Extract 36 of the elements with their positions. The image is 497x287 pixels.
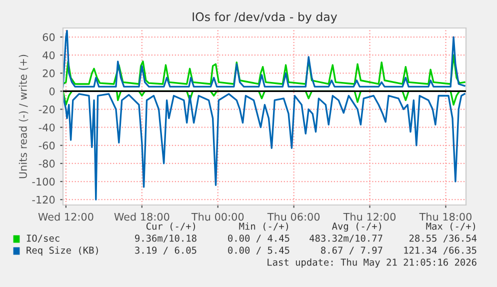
text: Avg (-/+) <box>332 222 382 232</box>
x-tick-label: Thu 00:00 <box>191 212 244 221</box>
text: 3.19 / 6.05 <box>135 246 196 255</box>
x-tick-label: Wed 18:00 <box>114 212 170 221</box>
legend-label: IO/sec <box>26 234 60 243</box>
chart-title: IOs for /dev/vda - by day <box>192 12 338 24</box>
text: Last update: Thu May 21 21:05:16 2026 <box>268 258 476 268</box>
y-tick-label: -120 <box>32 196 55 204</box>
text: 9.36m/10.18 <box>135 234 196 243</box>
y-tick-label: -40 <box>38 124 55 132</box>
text: 0.00 / 4.45 <box>228 234 290 243</box>
text: 8.67 / 7.97 <box>321 246 382 255</box>
x-tick-label: Thu 12:00 <box>343 212 396 221</box>
y-tick-label: -100 <box>32 178 55 186</box>
text: Cur (-/+) <box>146 222 196 231</box>
y-axis-title: Units read (-) / write (+) <box>18 54 28 178</box>
text: Min (-/+) <box>239 222 288 231</box>
x-tick-label: Thu 06:00 <box>267 212 320 221</box>
y-tick-label: -80 <box>38 160 55 168</box>
line-series <box>63 54 466 85</box>
y-tick-label: 40 <box>42 51 55 60</box>
y-tick-label: 20 <box>42 69 55 78</box>
text: 483.32m/10.77 <box>310 234 382 243</box>
line-series <box>63 30 466 88</box>
x-tick-label: Thu 18:00 <box>419 212 472 221</box>
line-series <box>63 93 466 200</box>
legend-label: Req Size (KB) <box>26 246 98 256</box>
y-tick-label: 60 <box>42 33 55 42</box>
y-tick-label: -20 <box>38 106 55 114</box>
text: 121.34 /66.35 <box>404 246 476 255</box>
y-tick-label: -60 <box>38 142 55 150</box>
x-tick-label: Wed 12:00 <box>38 212 94 221</box>
text: 0.00 / 5.45 <box>228 246 290 255</box>
text: Max (-/+) <box>426 222 476 231</box>
text: 28.55 /36.54 <box>409 234 477 243</box>
y-tick-label: 0 <box>49 87 55 96</box>
